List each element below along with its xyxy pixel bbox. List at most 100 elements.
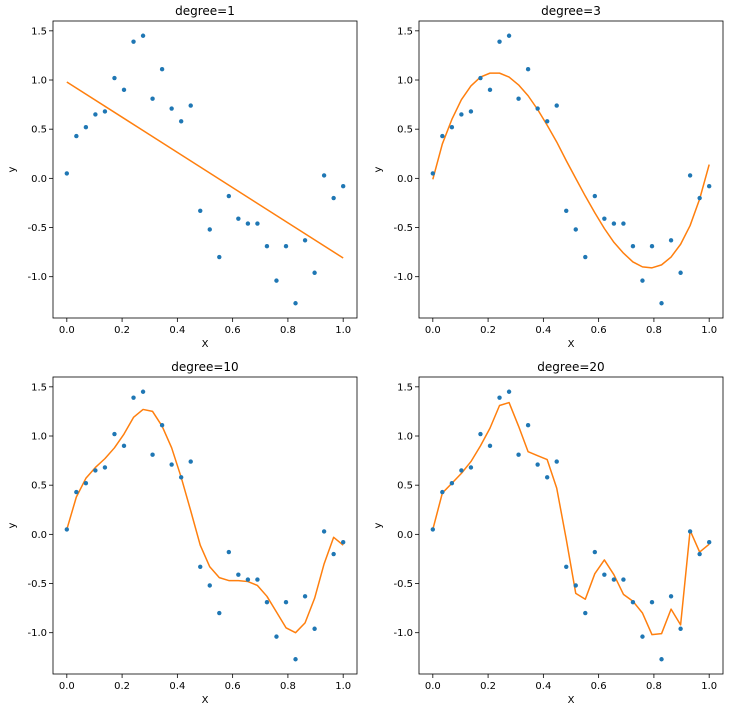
chart-2-point-16 xyxy=(583,254,588,260)
chart-3-ylabel: y xyxy=(7,522,18,528)
chart-1-point-20 xyxy=(255,221,260,226)
chart-2-point-23 xyxy=(649,244,655,249)
chart-1-point-19 xyxy=(245,221,251,226)
chart-2-point-7 xyxy=(497,39,502,44)
chart-2-point-22 xyxy=(640,278,645,283)
chart-1-point-24 xyxy=(293,301,298,306)
chart-4-point-6 xyxy=(487,443,493,449)
chart-4-point-28 xyxy=(697,551,702,557)
chart-4-point-26 xyxy=(678,626,683,631)
chart-1-frame xyxy=(52,20,358,319)
chart-1-point-14 xyxy=(198,208,203,214)
chart-4-ytick-label-3: 0.5 xyxy=(397,481,413,492)
chart-2-point-5 xyxy=(478,75,483,81)
chart-2-point-4 xyxy=(468,109,474,114)
chart-4-plot xyxy=(430,389,712,662)
chart-1-point-17 xyxy=(226,193,232,199)
chart-3-point-3 xyxy=(93,468,98,473)
chart-3-plot xyxy=(64,389,346,662)
chart-3-point-12 xyxy=(178,475,184,480)
chart-4-point-10 xyxy=(525,422,531,428)
chart-1-fit-line xyxy=(66,81,344,259)
chart-3-ytick-label-2: 0.0 xyxy=(31,530,47,541)
chart-1-point-28 xyxy=(331,195,336,201)
chart-4-point-2 xyxy=(449,481,455,486)
chart-3-point-14 xyxy=(198,564,203,570)
chart-4-ytick-label-1: -0.5 xyxy=(393,579,413,590)
chart-1-xtick-label-2: 0.4 xyxy=(169,325,185,336)
chart-2-point-6 xyxy=(487,87,493,93)
chart-1-point-23 xyxy=(283,244,289,249)
chart-4-point-3 xyxy=(459,468,464,473)
chart-3-point-8 xyxy=(140,389,146,394)
chart-2-point-9 xyxy=(516,96,521,101)
chart-3-point-22 xyxy=(274,634,279,639)
chart-4-point-18 xyxy=(602,572,607,577)
chart-1-ytick-label-4: 1.0 xyxy=(31,76,47,87)
chart-1-xtick-label-0: 0.0 xyxy=(59,325,75,336)
chart-1-ytick-label-5: 1.5 xyxy=(31,26,47,37)
chart-1-point-10 xyxy=(159,66,165,72)
chart-1: degree=1 0.0 0.2 0.4 0.6 0.8 1.0 -1.0 -0.5 0.0 0.5… xyxy=(7,4,358,350)
chart-2-ytick-label-4: 1.0 xyxy=(397,76,413,87)
chart-1-point-26 xyxy=(312,270,317,275)
chart-2-fit-line xyxy=(432,72,710,269)
chart-4-point-12 xyxy=(544,475,550,480)
chart-2-point-13 xyxy=(554,103,559,108)
chart-3-point-23 xyxy=(283,600,289,605)
chart-3-point-9 xyxy=(150,452,155,457)
chart-2-point-2 xyxy=(449,125,455,130)
chart-4-point-7 xyxy=(497,395,502,400)
chart-3-point-25 xyxy=(302,594,308,599)
chart-1-ytick-label-2: 0.0 xyxy=(31,174,47,185)
chart-1-ylabel: y xyxy=(7,166,18,172)
chart-1-point-6 xyxy=(121,87,127,93)
chart-1-ytick-label-3: 0.5 xyxy=(31,125,47,136)
chart-2-point-20 xyxy=(621,221,626,226)
chart-1-xtick-label-1: 0.2 xyxy=(114,325,130,336)
chart-4-point-8 xyxy=(506,389,512,394)
chart-2-ytick-label-1: -0.5 xyxy=(393,223,413,234)
chart-2-point-10 xyxy=(525,66,531,72)
chart-4-xtick-label-5: 1.0 xyxy=(701,681,717,692)
chart-2-point-1 xyxy=(440,133,445,139)
chart-3-point-18 xyxy=(236,572,241,577)
chart-2-xtick-label-5: 1.0 xyxy=(701,325,717,336)
chart-4-point-25 xyxy=(668,594,674,599)
chart-2-xtick-label-1: 0.2 xyxy=(480,325,496,336)
chart-3-point-28 xyxy=(331,551,336,557)
chart-4-point-0 xyxy=(430,527,436,532)
chart-3-point-29 xyxy=(340,540,346,545)
chart-3-point-26 xyxy=(312,626,317,631)
chart-2-point-15 xyxy=(573,227,578,232)
chart-3-point-0 xyxy=(64,527,70,532)
chart-4-point-23 xyxy=(649,600,655,605)
chart-1-point-9 xyxy=(150,96,155,101)
chart-3-frame xyxy=(52,376,358,675)
chart-4-point-9 xyxy=(516,452,521,457)
chart-3-point-19 xyxy=(245,577,251,582)
chart-3-point-10 xyxy=(159,422,165,428)
chart-2-point-14 xyxy=(564,208,569,214)
chart-4-xtick-label-2: 0.4 xyxy=(535,681,551,692)
chart-1-point-18 xyxy=(236,216,241,221)
chart-3-point-5 xyxy=(112,431,117,437)
chart-4-point-17 xyxy=(592,549,598,555)
chart-3-xtick-label-3: 0.6 xyxy=(225,681,241,692)
chart-4-xtick-label-4: 0.8 xyxy=(646,681,662,692)
chart-1-point-27 xyxy=(321,173,327,178)
chart-3-point-7 xyxy=(131,395,136,400)
chart-3-xtick-label-4: 0.8 xyxy=(280,681,296,692)
chart-4-point-11 xyxy=(535,462,540,467)
chart-3-point-15 xyxy=(207,583,212,588)
chart-3-point-13 xyxy=(188,459,193,464)
chart-2-ytick-label-2: 0.0 xyxy=(397,174,413,185)
chart-1-point-5 xyxy=(112,75,117,81)
chart-2: degree=3 0.0 0.2 0.4 0.6 0.8 1.0 -1.0 -0.5 0.0 0.5… xyxy=(373,4,724,350)
chart-3-point-11 xyxy=(169,462,174,467)
chart-2-point-11 xyxy=(535,106,540,111)
chart-4-point-19 xyxy=(611,577,617,582)
chart-1-point-22 xyxy=(274,278,279,283)
chart-2-point-27 xyxy=(687,173,693,178)
chart-4-point-27 xyxy=(687,529,693,534)
